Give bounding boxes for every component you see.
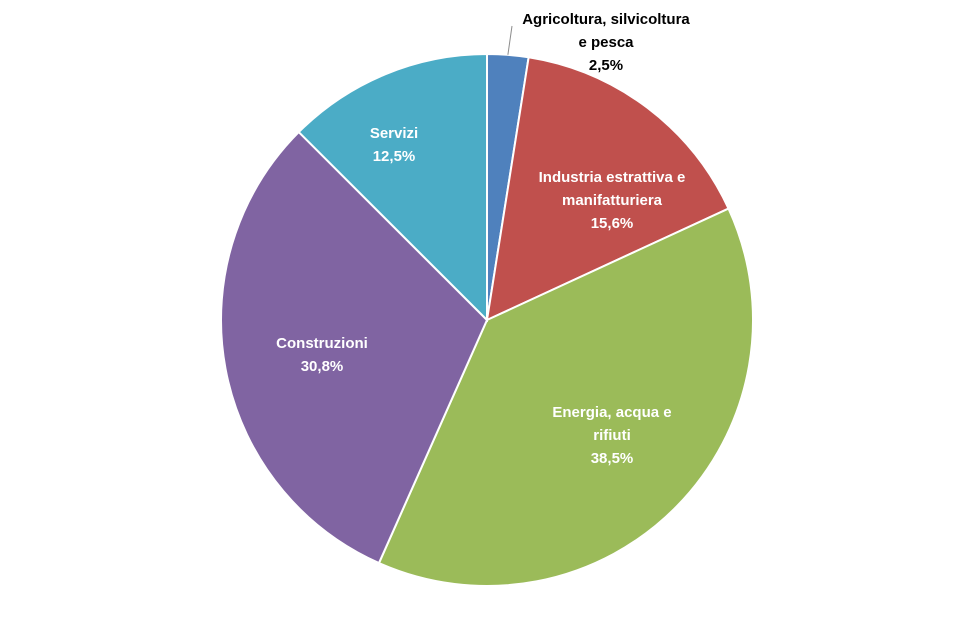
leader-line [507,25,513,55]
slice-category-label: manifatturiera [562,192,663,209]
pie-slice [220,130,489,565]
slice-category-label: Agricoltura, silvicoltura [522,11,690,28]
slice-category-label: Servizi [370,125,418,142]
slice-value-label: 12,5% [373,148,416,165]
pie-slices [220,52,754,587]
slice-category-label: Construzioni [276,335,368,352]
pie-slice [297,52,488,323]
slice-value-label: 30,8% [301,358,344,375]
pie-slice [377,207,754,587]
slice-value-label: 2,5% [589,57,623,74]
pie-labels: Agricoltura, silvicoltura e pesca 2,5% Indu… [276,11,690,467]
slice-value-label: 15,6% [591,215,634,232]
slice-category-label: Energia, acqua e [552,404,671,421]
slice-category-label: rifiuti [593,427,631,444]
slice-category-label: Industria estrattiva e [539,169,686,186]
slice-category-label: e pesca [578,34,634,51]
pie-slice [485,56,730,322]
slice-value-label: 38,5% [591,450,634,467]
